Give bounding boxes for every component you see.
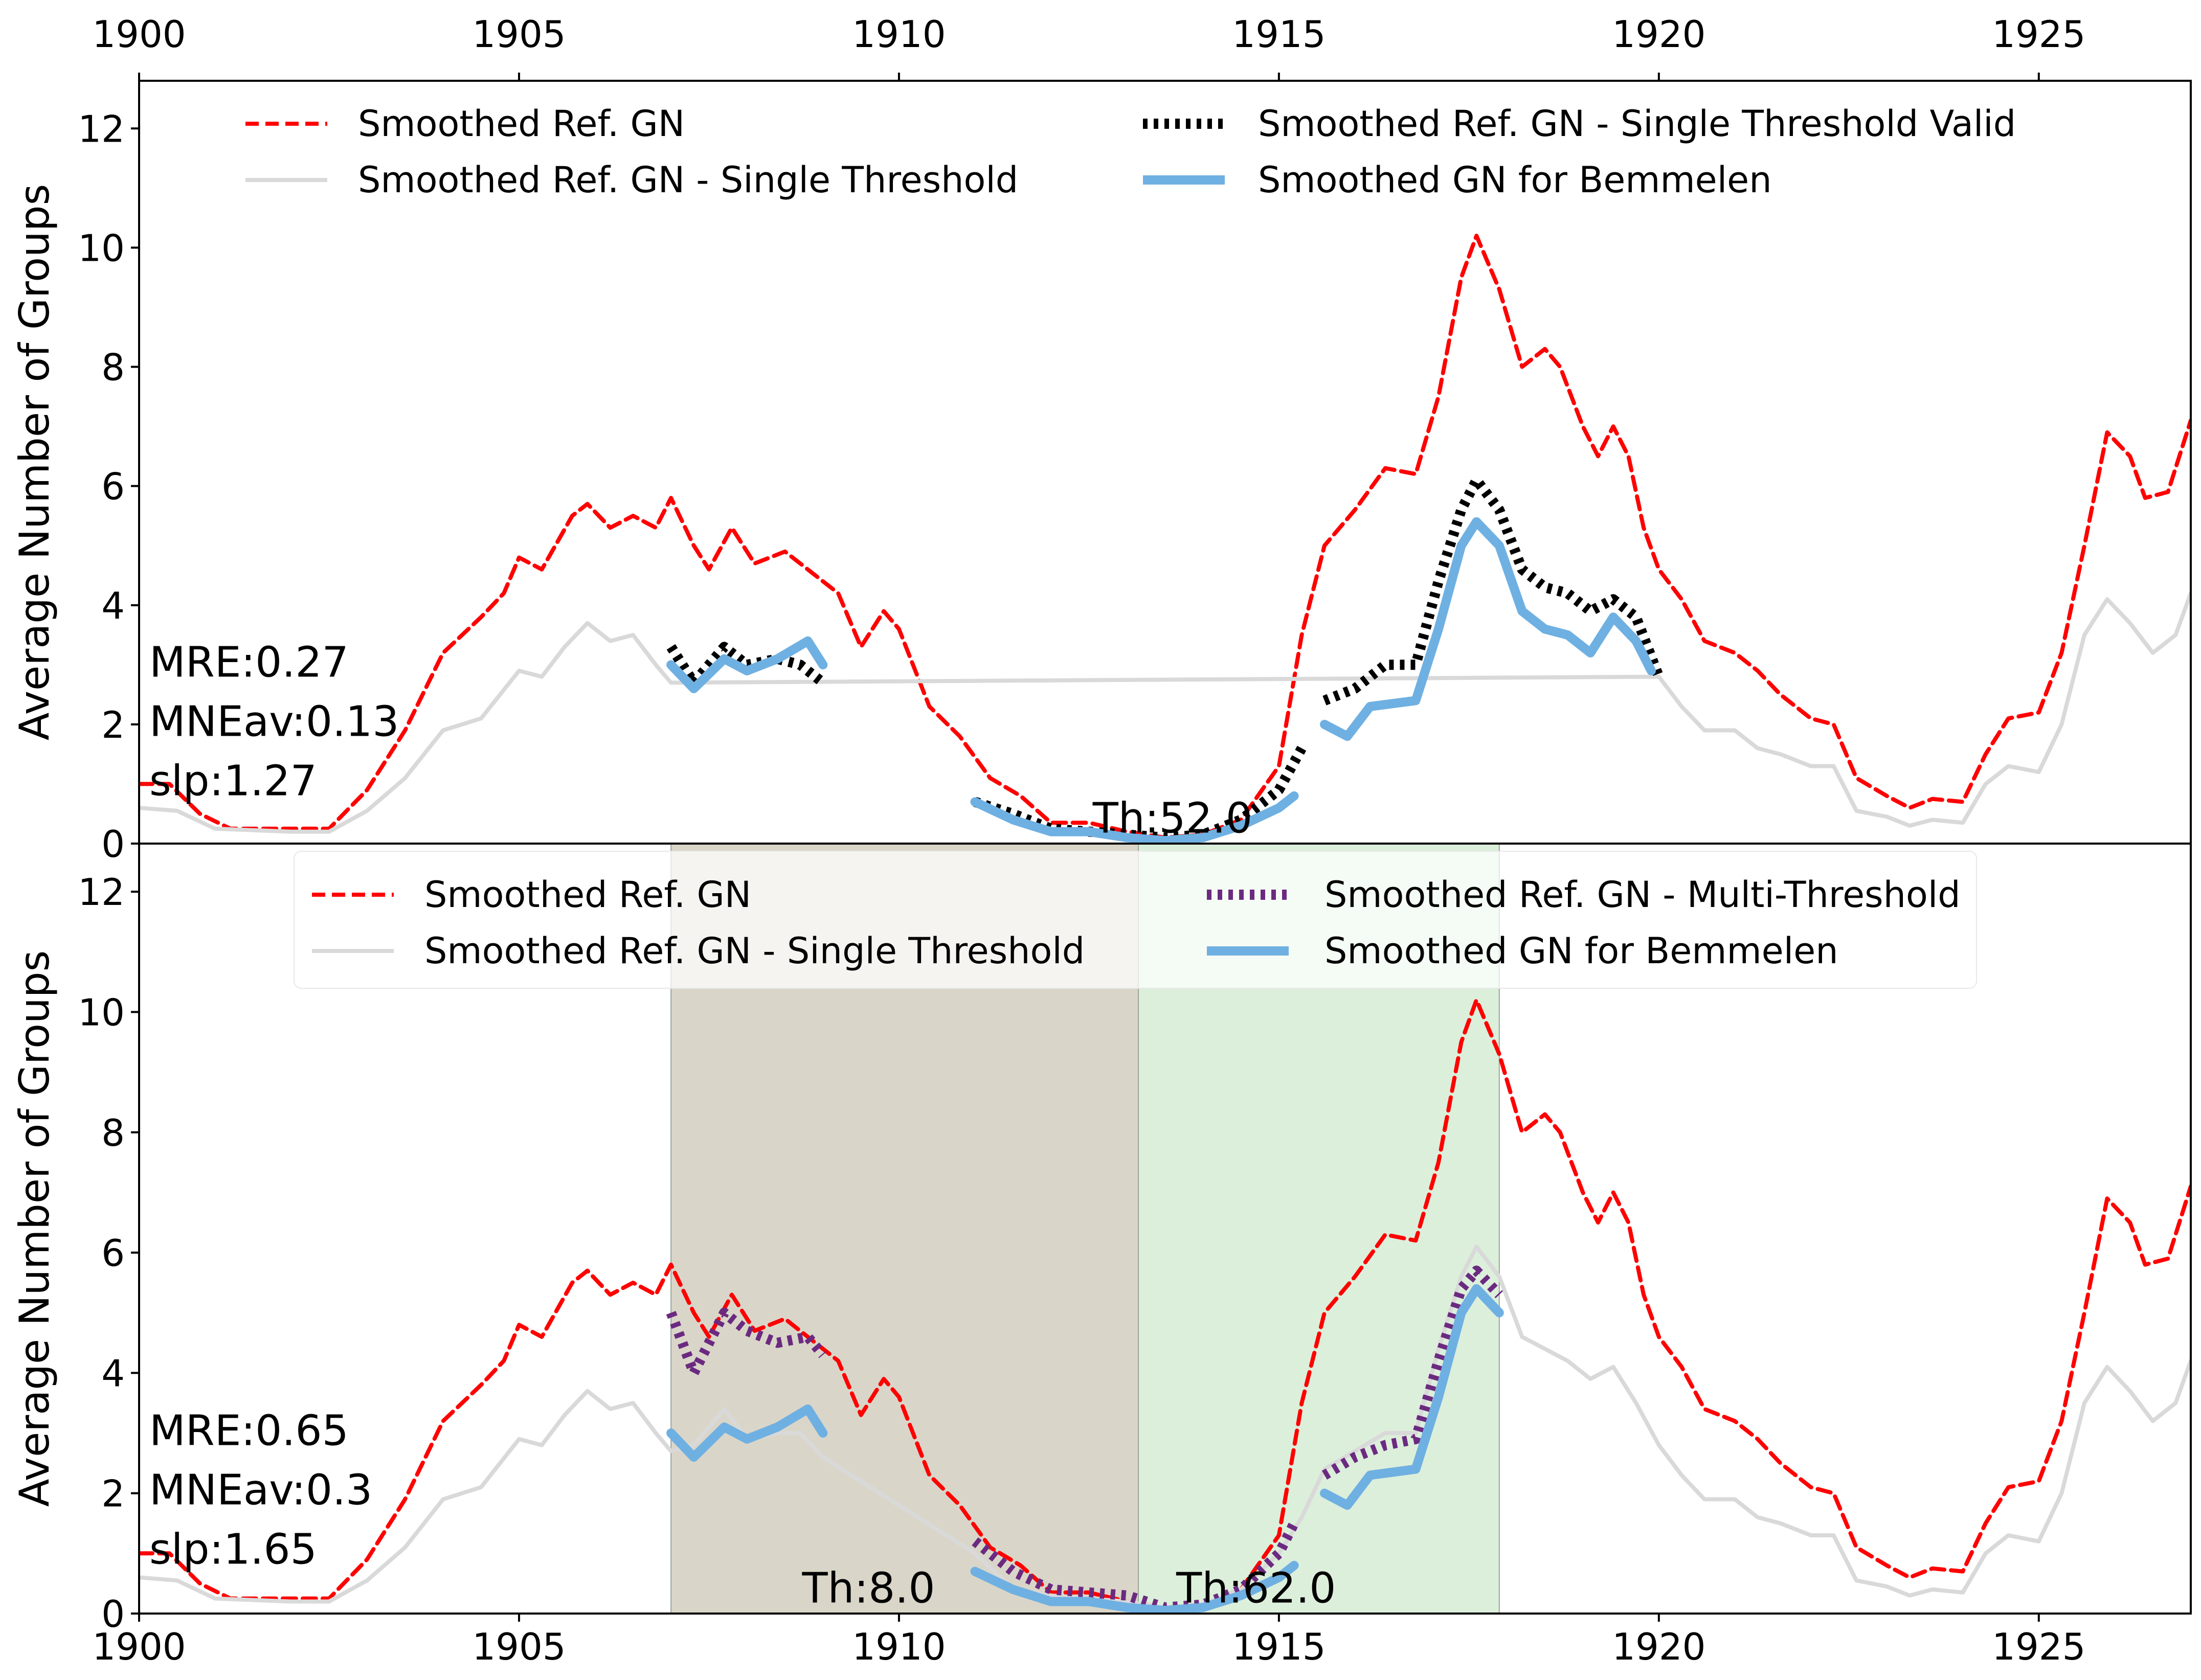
series-line-smoothed-gn-for-bemmelen-2 — [1320, 1284, 1504, 1510]
legend-label: Smoothed GN for Bemmelen — [1258, 159, 1772, 201]
x-tick-label: 1915 — [1232, 1625, 1326, 1668]
series-line-smoothed-ref-gn-multi-threshold-2 — [1321, 1265, 1503, 1480]
y-axis-label: Average Number of Groups — [11, 184, 58, 741]
x-tick-label: 1900 — [92, 1625, 186, 1668]
legend-label: Smoothed Ref. GN - Single Threshold — [424, 930, 1085, 972]
x-tick-label: 1925 — [1992, 1625, 2085, 1668]
y-tick-label: 2 — [101, 1472, 125, 1515]
x-tick-label: 1910 — [852, 1625, 946, 1668]
x-tick-label: 1905 — [472, 1625, 566, 1668]
legend-label: Smoothed Ref. GN — [358, 103, 685, 145]
metric-annotation: MRE:0.65 — [149, 1407, 349, 1456]
panel-top: 0 2 4 6 8 10 12 1900 1905 1910 1915 1920 1925 Average… — [11, 13, 2192, 866]
y-tick-label: 10 — [78, 991, 125, 1034]
series-group — [139, 997, 2191, 1614]
legend-label: Smoothed Ref. GN - Single Threshold — [358, 159, 1018, 201]
y-axis-label: Average Number of Groups — [11, 950, 58, 1507]
threshold-annotation: Th:8.0 — [801, 1564, 935, 1613]
series-line-smoothed-ref-gn-single-threshold-valid-0 — [666, 642, 826, 688]
series-line-smoothed-gn-for-bemmelen-1 — [970, 1560, 1299, 1614]
series-line-smoothed-gn-for-bemmelen-1 — [970, 791, 1299, 844]
series-line-smoothed-ref-gn-multi-threshold-1 — [972, 1520, 1299, 1613]
series-line-smoothed-ref-gn-0 — [139, 234, 2191, 840]
legend-frame — [294, 851, 1977, 989]
metric-annotation: slp:1.65 — [149, 1526, 317, 1574]
threshold-annotation: Th:62.0 — [1176, 1564, 1336, 1613]
y-tick-label: 8 — [101, 346, 125, 389]
y-tick-label: 4 — [101, 1352, 125, 1395]
threshold-annotation: Th:52.0 — [1092, 794, 1252, 843]
y-tick-label: 12 — [78, 107, 125, 150]
y-tick-label: 8 — [101, 1111, 125, 1154]
legend-label: Smoothed Ref. GN - Multi-Threshold — [1324, 874, 1961, 916]
series-line-smoothed-ref-gn-0 — [139, 997, 2191, 1610]
legend: Smoothed Ref. GN Smoothed Ref. GN - Singl… — [245, 103, 2016, 201]
metric-annotation: MNEav:0.13 — [149, 698, 399, 746]
x-tick-label: 1900 — [92, 13, 186, 56]
series-line-smoothed-ref-gn-single-threshold-0 — [139, 591, 2191, 834]
y-tick-label: 0 — [101, 823, 125, 866]
y-tick-label: 0 — [101, 1593, 125, 1636]
y-tick-label: 12 — [78, 871, 125, 914]
y-tick-label: 6 — [101, 1232, 125, 1275]
series-line-smoothed-ref-gn-single-threshold-0 — [139, 1244, 2191, 1610]
series-group — [139, 234, 2191, 844]
legend: Smoothed Ref. GN Smoothed Ref. GN - Singl… — [312, 874, 1961, 972]
panel-bottom: 0 2 4 6 8 10 12 1900 1905 1910 1915 1920 1925 Average… — [11, 843, 2192, 1668]
y-tick-label: 2 — [101, 703, 125, 746]
series-line-smoothed-gn-for-bemmelen-0 — [666, 1404, 828, 1462]
y-tick-label: 6 — [101, 465, 125, 508]
metric-annotation: MNEav:0.3 — [149, 1466, 372, 1515]
legend-label: Smoothed GN for Bemmelen — [1324, 930, 1838, 972]
series-line-smoothed-gn-for-bemmelen-0 — [666, 636, 828, 693]
legend-label: Smoothed Ref. GN — [424, 874, 751, 916]
series-line-smoothed-ref-gn-single-threshold-valid-2 — [1322, 475, 1664, 706]
series-line-smoothed-gn-for-bemmelen-2 — [1320, 517, 1656, 741]
y-tick-label: 10 — [78, 226, 125, 269]
x-tick-label: 1925 — [1992, 13, 2085, 56]
legend-label: Smoothed Ref. GN - Single Threshold Vali… — [1258, 103, 2016, 145]
x-tick-label: 1920 — [1612, 13, 1705, 56]
x-tick-label: 1905 — [472, 13, 566, 56]
x-tick-label: 1910 — [852, 13, 946, 56]
metric-annotation: slp:1.27 — [149, 757, 317, 806]
x-tick-label: 1915 — [1232, 13, 1326, 56]
y-tick-label: 4 — [101, 584, 125, 627]
metric-annotation: MRE:0.27 — [149, 639, 349, 687]
x-tick-label: 1920 — [1612, 1625, 1705, 1668]
axes-frame — [138, 843, 2192, 1615]
